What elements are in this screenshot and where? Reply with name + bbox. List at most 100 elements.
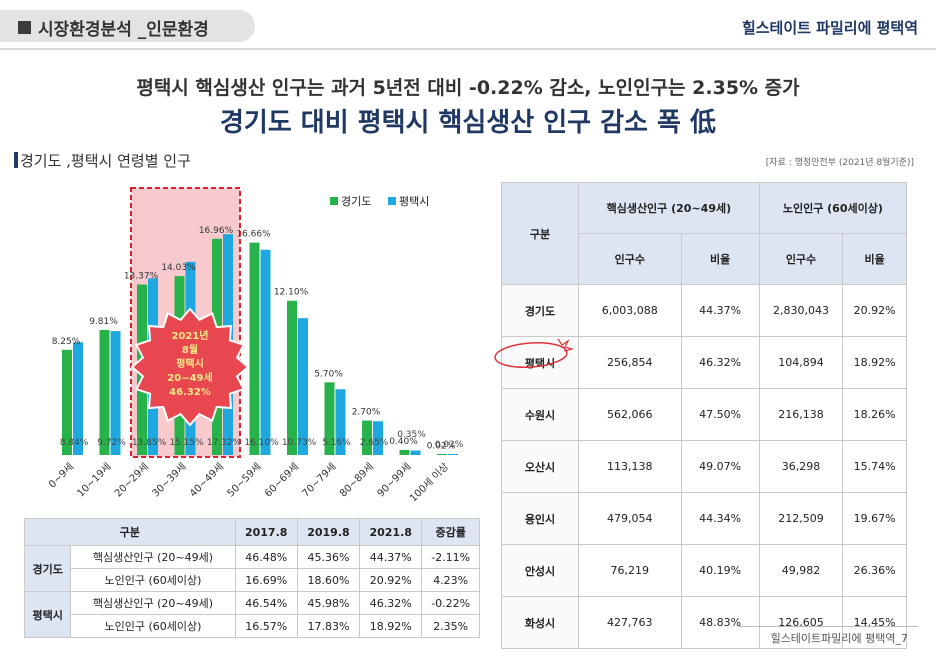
bar-label-gyeonggi: 9.81%	[89, 317, 118, 327]
region-cell: 212,509	[758, 492, 844, 545]
header-divider	[0, 48, 936, 50]
region-header-category: 구분	[501, 182, 579, 285]
history-cell: 18.60%	[296, 568, 361, 592]
region-cell: 20.92%	[842, 284, 907, 337]
bar-pyeongtaek	[110, 331, 121, 455]
history-cell: 4.23%	[421, 568, 480, 592]
history-row-label: 핵심생산인구 (20~49세)	[70, 545, 236, 569]
table-row: 용인시 479,054 44.34% 212,509 19.67%	[501, 492, 907, 545]
badge-line-3: 평택시	[176, 357, 204, 370]
region-cell: 18.26%	[842, 388, 907, 441]
header-title: 시장환경분석 _인문환경	[38, 20, 209, 40]
history-cell: 2.35%	[421, 614, 480, 638]
bar-label-pyeongtaek: 0.35%	[397, 430, 426, 440]
x-tick-label: 60~69세	[262, 461, 301, 500]
region-name: 수원시	[501, 388, 579, 441]
bar-label-pyeongtaek: 16.10%	[244, 438, 279, 448]
page-footer: 힐스테이트파밀리에 평택역_7	[770, 632, 908, 645]
region-cell: 2,830,043	[758, 284, 844, 337]
region-header-elderly: 노인인구 (60세이상)	[758, 182, 908, 234]
history-table: 구분 2017.8 2019.8 2021.8 증감률 경기도 핵심생산인구 (…	[23, 518, 480, 638]
badge-line-2: 8월	[182, 344, 198, 356]
bar-label-pyeongtaek: 10.73%	[282, 438, 317, 448]
x-tick-label: 80~89세	[337, 461, 376, 500]
region-cell: 126,605	[758, 596, 844, 649]
bar-pyeongtaek	[335, 389, 346, 455]
history-header-change: 증감률	[421, 518, 480, 546]
x-tick-label: 100세 이상	[407, 461, 451, 505]
table-row: 오산시 113,138 49.07% 36,298 15.74%	[501, 440, 907, 493]
bar-label-gyeonggi: 12.10%	[274, 288, 309, 298]
bar-label-pyeongtaek: 2.65%	[360, 438, 389, 448]
table-row: 경기도 6,003,088 44.37% 2,830,043 20.92%	[501, 284, 907, 337]
table-row: 노인인구 (60세이상) 16.69% 18.60% 20.92% 4.23%	[25, 568, 480, 592]
region-cell: 44.34%	[680, 492, 760, 545]
region-table: 구분 핵심생산인구 (20~49세) 노인인구 (60세이상) 인구수 비율 인…	[501, 182, 908, 649]
history-cell: 16.57%	[234, 614, 298, 638]
bar-pyeongtaek	[373, 421, 383, 455]
region-cell: 36,298	[758, 440, 844, 493]
bar-gyeonggi	[324, 382, 335, 455]
header-brand: 힐스테이트 파밀리에 평택역	[741, 19, 918, 37]
history-cell: 46.48%	[234, 545, 298, 569]
history-header-2019: 2019.8	[296, 518, 361, 546]
region-cell: 14.45%	[842, 596, 907, 649]
x-tick-label: 70~79세	[300, 461, 339, 500]
history-cell: 46.32%	[359, 591, 423, 615]
history-cell: -2.11%	[421, 545, 480, 569]
region-cell: 479,054	[578, 492, 682, 545]
table-row: 화성시 427,763 48.83% 126,605 14.45%	[501, 596, 907, 649]
x-tick-label: 50~59세	[225, 461, 264, 500]
legend-swatch	[330, 197, 338, 205]
history-group-gyeonggi: 경기도	[23, 545, 72, 592]
bar-label-gyeonggi: 13.37%	[124, 272, 159, 282]
region-sub-header: 인구수	[578, 233, 682, 285]
x-tick-label: 10~19세	[75, 461, 114, 500]
section-title: 경기도 ,평택시 연령별 인구	[20, 152, 191, 170]
bar-label-gyeonggi: 8.25%	[52, 337, 81, 347]
source-note: [자료 : 행정안전부 (2021년 8월기준)]	[765, 158, 914, 168]
history-cell: 17.83%	[296, 614, 361, 638]
highlight-badge: 2021년 8월 평택시 20~49세 46.32%	[130, 307, 250, 427]
pyeongtaek-circle-highlight	[494, 338, 575, 368]
region-cell: 18.92%	[842, 336, 907, 389]
region-cell: 49.07%	[680, 440, 760, 493]
header-title-bar	[0, 10, 255, 42]
history-header-category: 구분	[24, 518, 236, 546]
table-row: 노인인구 (60세이상) 16.57% 17.83% 18.92% 2.35%	[25, 614, 480, 638]
region-cell: 216,138	[758, 388, 844, 441]
bar-label-pyeongtaek: 13.85%	[132, 438, 167, 448]
history-group-pyeongtaek: 평택시	[23, 591, 72, 638]
history-cell: 16.69%	[234, 568, 298, 592]
starburst-badge-icon	[130, 307, 250, 427]
bar-gyeonggi	[99, 329, 110, 455]
bar-pyeongtaek	[73, 342, 83, 455]
table-row: 경기도 핵심생산인구 (20~49세) 46.48% 45.36% 44.37%…	[23, 545, 480, 592]
region-cell: 48.83%	[680, 596, 760, 649]
region-cell: 15.74%	[842, 440, 907, 493]
history-header-2021: 2021.8	[359, 518, 423, 546]
bar-gyeonggi	[362, 420, 372, 455]
bar-gyeonggi	[62, 349, 72, 455]
region-cell: 40.19%	[680, 544, 760, 597]
region-cell: 104,894	[758, 336, 844, 389]
square-bullet-icon	[18, 21, 31, 34]
region-cell: 6,003,088	[578, 284, 682, 337]
region-sub-header: 비율	[842, 233, 907, 285]
table-row: 안성시 76,219 40.19% 49,982 26.36%	[501, 544, 907, 597]
bar-label-gyeonggi: 16.96%	[199, 226, 234, 236]
bar-label-pyeongtaek: 15.15%	[169, 438, 204, 448]
bar-label-pyeongtaek: 17.32%	[207, 438, 242, 448]
bar-gyeonggi	[249, 242, 260, 455]
subheadline: 평택시 핵심생산 인구는 과거 5년전 대비 -0.22% 감소, 노인인구는 …	[136, 77, 800, 99]
bar-label-gyeonggi: 16.66%	[236, 230, 271, 240]
region-sub-header: 비율	[680, 233, 760, 285]
page-header: 시장환경분석 _인문환경 힐스테이트 파밀리에 평택역	[0, 0, 936, 48]
history-cell: 18.92%	[359, 614, 423, 638]
region-cell: 49,982	[758, 544, 844, 597]
badge-line-5: 46.32%	[169, 387, 211, 398]
x-tick-label: 90~99세	[375, 461, 414, 500]
region-cell: 44.37%	[680, 284, 760, 337]
x-tick-label: 40~49세	[187, 461, 226, 500]
bar-label-pyeongtaek: 5.16%	[322, 438, 351, 448]
